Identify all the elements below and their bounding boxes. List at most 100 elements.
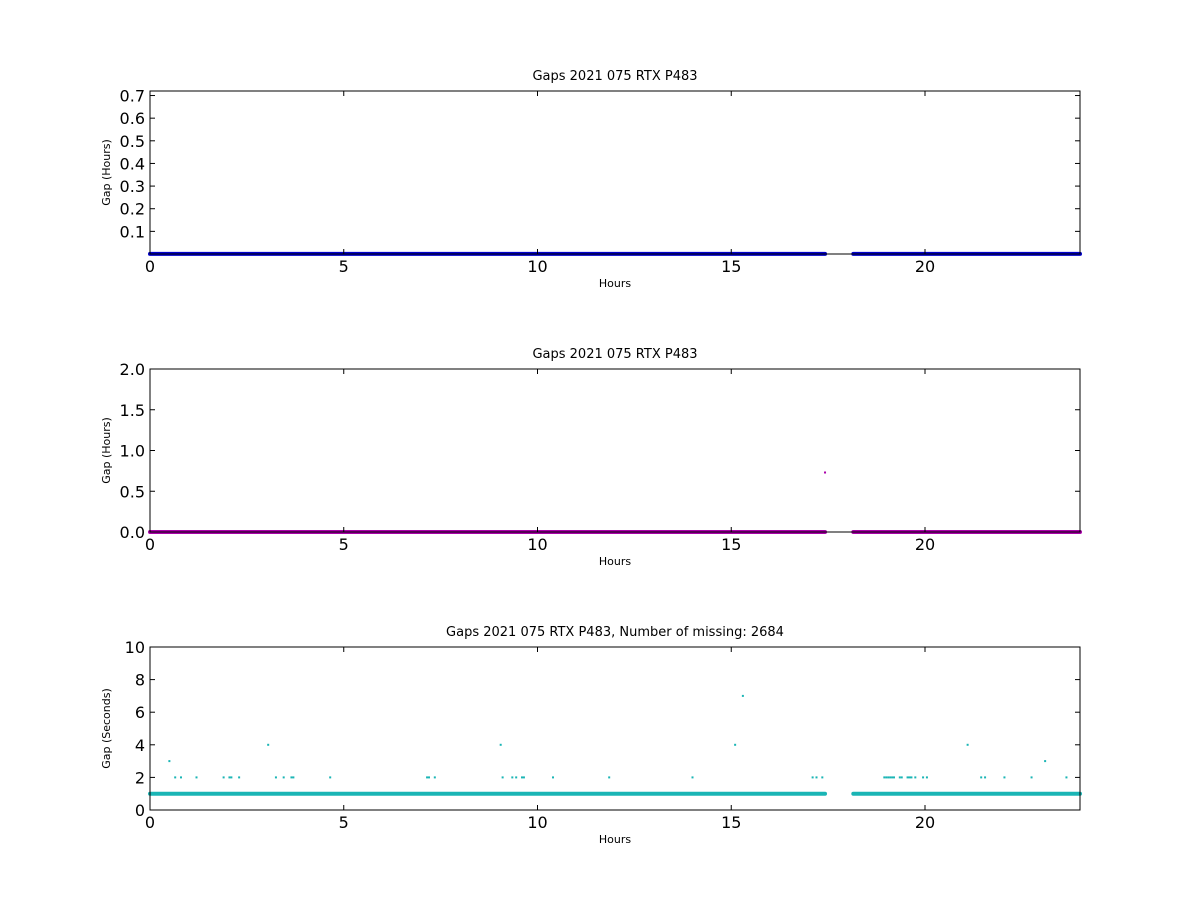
y-tick-label: 4 xyxy=(135,736,145,755)
data-point xyxy=(984,776,987,779)
chart-title: Gaps 2021 075 RTX P483 xyxy=(532,347,697,362)
data-point xyxy=(900,776,903,779)
y-tick-label: 2.0 xyxy=(120,360,145,379)
axes-frame xyxy=(149,646,1081,811)
data-point xyxy=(552,776,554,779)
data-point xyxy=(1030,776,1033,779)
data-point xyxy=(230,776,233,779)
data-point xyxy=(914,776,917,779)
data-point xyxy=(522,776,525,779)
data-point xyxy=(910,776,913,779)
chart-panel-3: Gaps 2021 075 RTX P483, Number of missin… xyxy=(100,625,1082,846)
data-point xyxy=(608,776,611,779)
x-axis-label: Hours xyxy=(599,833,631,846)
x-tick-label: 0 xyxy=(145,535,155,554)
data-point xyxy=(734,743,737,746)
data-point xyxy=(168,760,171,763)
y-tick-label: 0.6 xyxy=(120,109,145,128)
data-point xyxy=(885,776,888,779)
y-tick-label: 1.5 xyxy=(120,401,145,420)
data-point xyxy=(821,776,824,779)
data-point xyxy=(891,776,894,779)
x-tick-label: 20 xyxy=(915,257,935,276)
x-tick-label: 15 xyxy=(721,813,741,832)
data-point xyxy=(282,776,285,779)
data-point xyxy=(428,776,430,779)
y-tick-label: 1.0 xyxy=(120,442,145,461)
data-point xyxy=(887,776,890,779)
data-point xyxy=(691,776,694,779)
data-point xyxy=(267,743,270,746)
data-point xyxy=(433,776,436,779)
data-point xyxy=(222,776,225,779)
y-tick-label: 0.1 xyxy=(120,222,145,241)
y-axis-label: Gap (Hours) xyxy=(100,139,113,206)
data-point xyxy=(174,776,177,779)
data-point xyxy=(1065,776,1068,779)
chart-title: Gaps 2021 075 RTX P483, Number of missin… xyxy=(446,625,784,640)
x-tick-label: 15 xyxy=(721,257,741,276)
chart-title: Gaps 2021 075 RTX P483 xyxy=(532,69,697,84)
data-point xyxy=(195,776,198,779)
y-tick-label: 0.5 xyxy=(120,482,145,501)
data-point xyxy=(811,776,814,779)
data-point xyxy=(980,776,983,779)
data-point xyxy=(925,776,928,779)
x-axis-label: Hours xyxy=(599,555,631,568)
data-point xyxy=(499,743,502,746)
data-point xyxy=(228,776,231,779)
chart-panel-2: Gaps 2021 075 RTX P483 Hours Gap (Hours) 0 5… xyxy=(100,347,1082,568)
data-point xyxy=(893,776,895,779)
data-point xyxy=(906,776,909,779)
data-point xyxy=(824,471,827,474)
y-tick-label: 2 xyxy=(135,768,145,787)
data-point xyxy=(741,694,744,697)
x-tick-label: 5 xyxy=(339,535,349,554)
y-tick-label: 0.0 xyxy=(120,523,145,542)
chart-panel-1: Gaps 2021 075 RTX P483 Hours Gap (Hours) 0 5… xyxy=(100,69,1082,290)
y-tick-label: 0 xyxy=(135,801,145,820)
data-point xyxy=(898,776,901,779)
x-tick-label: 15 xyxy=(721,535,741,554)
y-tick-label: 0.3 xyxy=(120,177,145,196)
data-point xyxy=(889,776,892,779)
x-tick-label: 0 xyxy=(145,813,155,832)
axes-frame xyxy=(149,90,1081,255)
data-point xyxy=(1003,776,1006,779)
data-point xyxy=(274,776,277,779)
data-point xyxy=(515,776,518,779)
data-point xyxy=(426,776,429,779)
data-point xyxy=(908,776,911,779)
x-tick-label: 10 xyxy=(527,257,547,276)
y-tick-label: 6 xyxy=(135,703,145,722)
x-tick-label: 5 xyxy=(339,813,349,832)
data-point xyxy=(521,776,523,779)
data-point xyxy=(290,776,293,779)
data-point xyxy=(966,743,969,746)
data-point xyxy=(883,776,886,779)
y-tick-label: 8 xyxy=(135,671,145,690)
axes-frame xyxy=(149,368,1081,533)
data-point xyxy=(329,776,332,779)
x-tick-label: 10 xyxy=(527,535,547,554)
x-tick-label: 20 xyxy=(915,535,935,554)
y-tick-label: 0.4 xyxy=(120,154,145,173)
data-point xyxy=(511,776,514,779)
x-axis-label: Hours xyxy=(599,277,631,290)
x-tick-label: 0 xyxy=(145,257,155,276)
data-point xyxy=(1044,760,1047,763)
data-point xyxy=(501,776,504,779)
data-point xyxy=(922,776,925,779)
x-tick-label: 20 xyxy=(915,813,935,832)
y-axis-label: Gap (Seconds) xyxy=(100,688,113,769)
y-tick-label: 0.7 xyxy=(120,87,145,106)
data-point xyxy=(815,776,818,779)
y-tick-label: 0.5 xyxy=(120,132,145,151)
data-point xyxy=(292,776,295,779)
y-tick-label: 10 xyxy=(125,638,145,657)
y-axis-label: Gap (Hours) xyxy=(100,417,113,484)
x-tick-label: 5 xyxy=(339,257,349,276)
data-point xyxy=(180,776,182,779)
data-point xyxy=(238,776,241,779)
